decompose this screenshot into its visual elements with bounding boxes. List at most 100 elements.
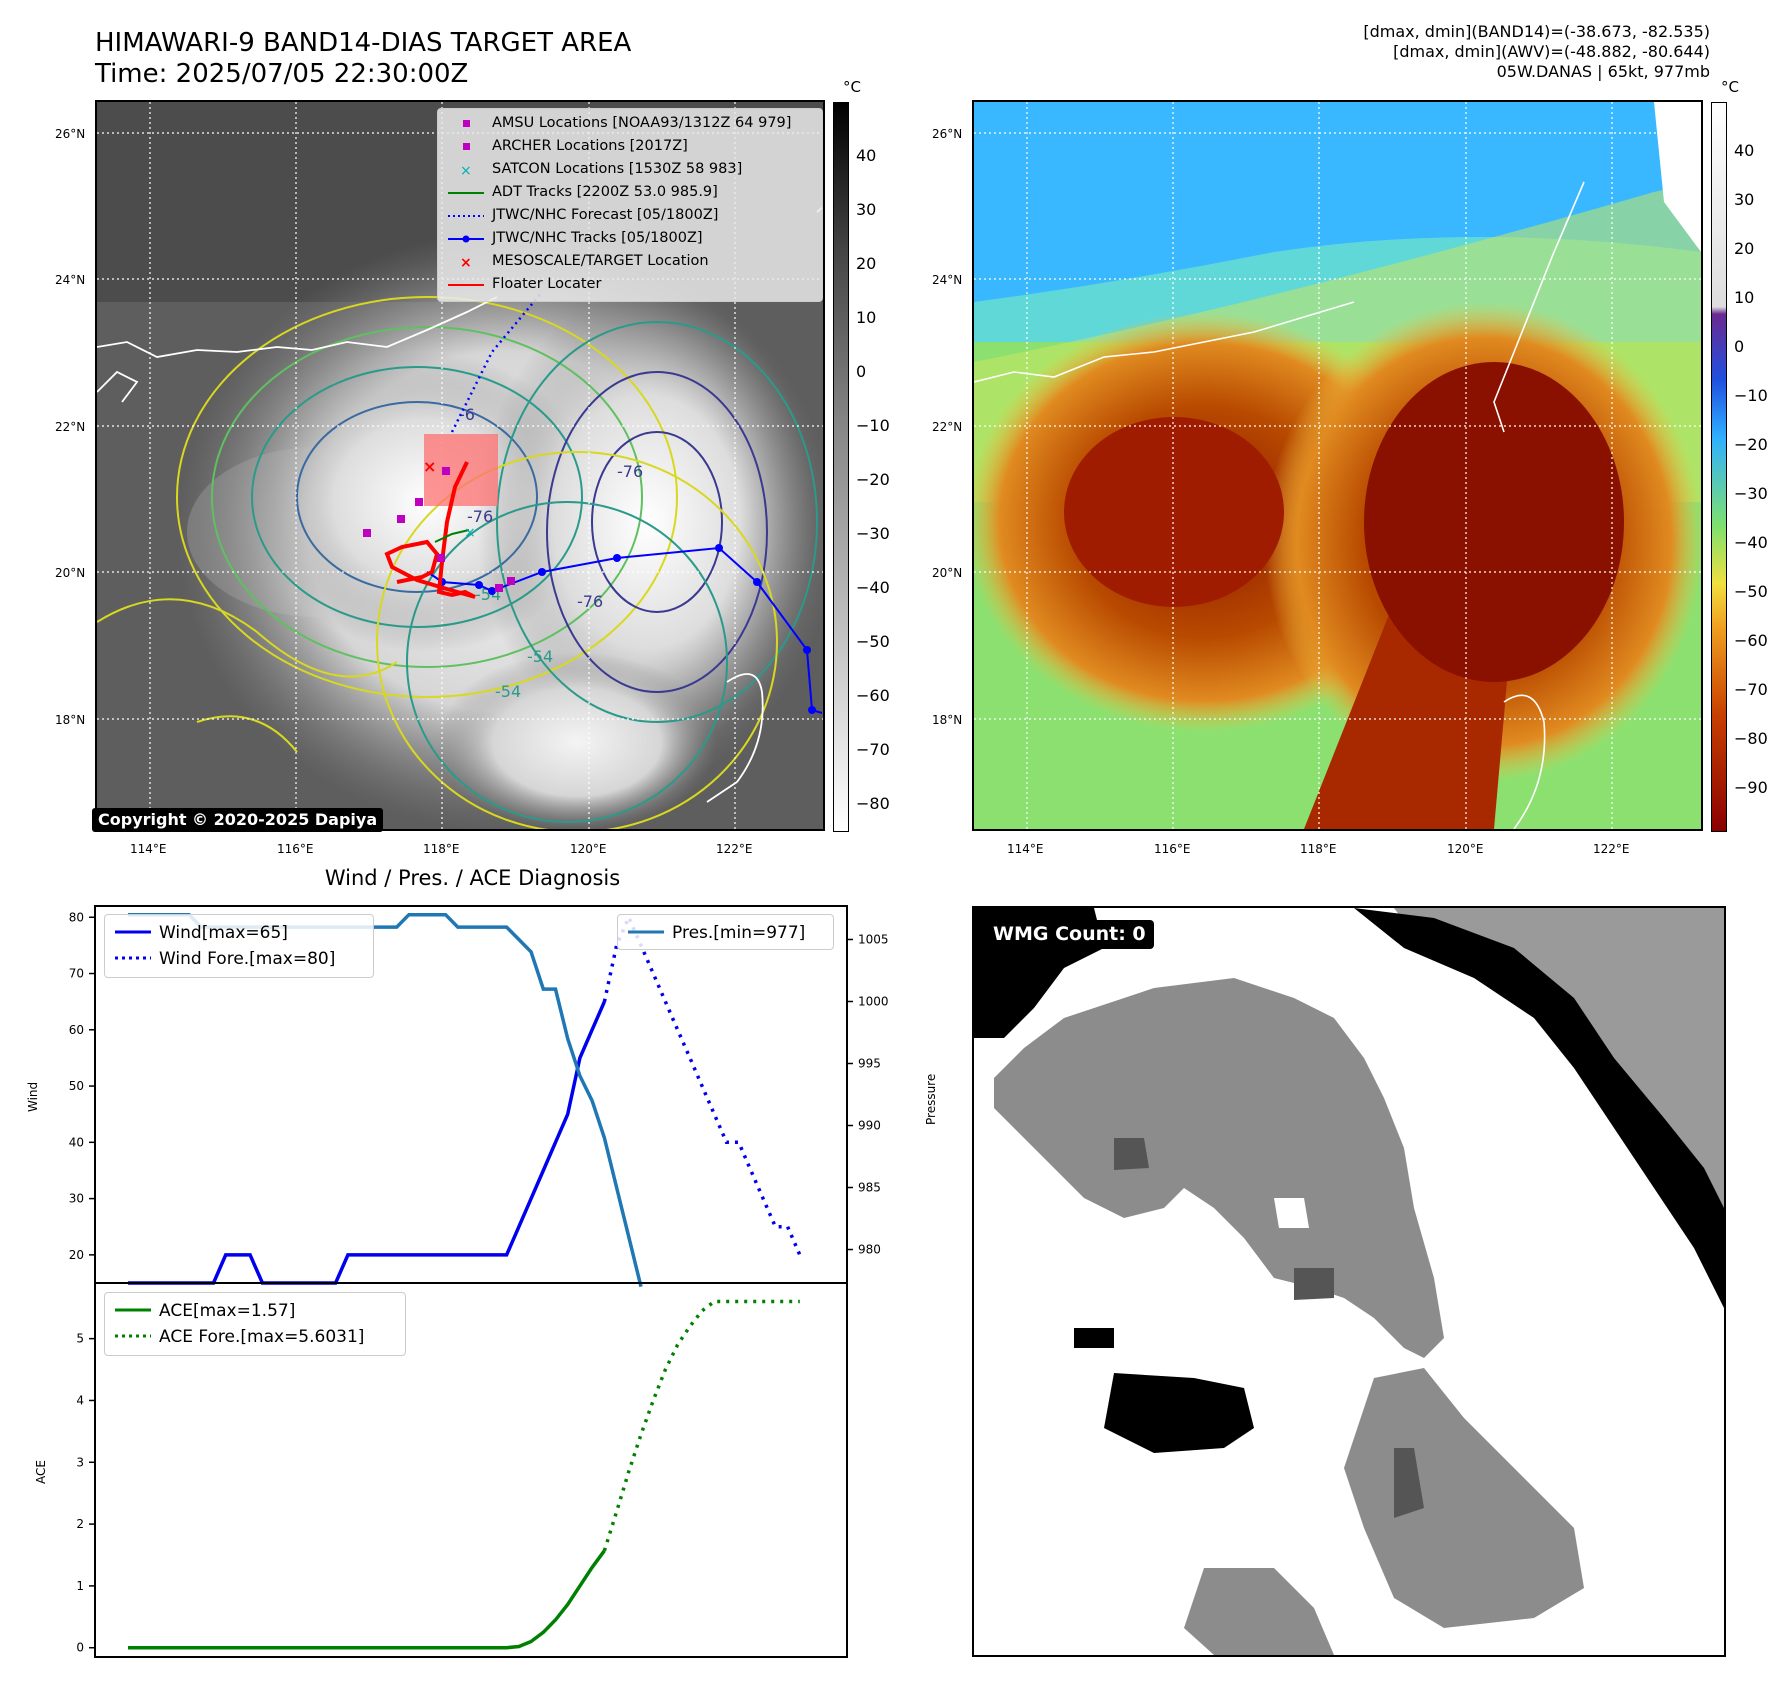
colorbar-tick: 40	[856, 146, 877, 165]
colorbar-tick: −10	[856, 416, 890, 435]
copyright-badge: Copyright © 2020-2025 Dapiya	[92, 808, 384, 832]
colorbar-tick: 10	[1734, 288, 1755, 307]
y-tick-label: 70	[69, 967, 84, 981]
lon-tick-label: 118°E	[423, 842, 460, 856]
diagnosis-title: Wind / Pres. / ACE Diagnosis	[324, 866, 621, 890]
contour-label: -54	[527, 647, 553, 666]
legend-label: ACE Fore.[max=5.6031]	[159, 1327, 365, 1347]
adt-track	[434, 529, 470, 543]
svg-text:×: ×	[464, 525, 476, 541]
y-tick-label: 40	[69, 1135, 84, 1149]
colorbar-tick: −40	[856, 578, 890, 597]
y-tick-label: 1	[76, 1579, 84, 1593]
svg-text:×: ×	[460, 255, 472, 271]
gray-colorbar	[833, 102, 849, 832]
contour-label: -76	[467, 507, 493, 526]
y-tick-label: 50	[69, 1079, 84, 1093]
colorbar-tick: 0	[1734, 337, 1745, 356]
lon-tick-label: 114°E	[130, 842, 167, 856]
lat-tick-label: 26°N	[55, 127, 86, 141]
svg-text:×: ×	[460, 163, 472, 179]
legend-label: ACE[max=1.57]	[159, 1301, 296, 1321]
colorbar-tick: −80	[1734, 729, 1768, 748]
legend-label: JTWC/NHC Forecast [05/1800Z]	[492, 207, 719, 223]
lon-tick-label: 118°E	[1300, 842, 1337, 856]
lat-tick-label: 18°N	[932, 713, 963, 727]
colorbar-tick: −70	[856, 740, 890, 759]
colorbar-tick: 40	[1734, 141, 1755, 160]
legend-label: Wind Fore.[max=80]	[159, 949, 336, 969]
lon-tick-label: 120°E	[1447, 842, 1484, 856]
colorbar-tick: 0	[856, 362, 867, 381]
colorbar-tick: −50	[856, 632, 890, 651]
awv-colorbar	[1711, 102, 1727, 832]
lon-tick-label: 114°E	[1007, 842, 1044, 856]
lat-tick-label: 26°N	[932, 127, 963, 141]
y2-tick-label: 995	[858, 1056, 881, 1070]
time-text: Time: 2025/07/05 22:30:00Z	[95, 59, 469, 89]
wmg-count-badge: WMG Count: 0	[985, 920, 1154, 949]
contour-label: -76	[617, 462, 643, 481]
colorbar-tick: −30	[1734, 484, 1768, 503]
y2-tick-label: 990	[858, 1119, 881, 1133]
colorbar-tick: −20	[856, 470, 890, 489]
y-tick-label: 80	[69, 910, 84, 924]
y2-tick-label: 985	[858, 1181, 881, 1195]
y2-tick-label: 980	[858, 1243, 881, 1257]
lon-tick-label: 116°E	[1154, 842, 1191, 856]
colorbar-tick: −10	[1734, 386, 1768, 405]
wmg-image	[974, 908, 1724, 1655]
legend-label: SATCON Locations [1530Z 58 983]	[492, 161, 743, 177]
y-tick-label: 3	[76, 1455, 84, 1469]
colorbar-unit: °C	[1721, 78, 1739, 96]
storm-info: 05W.DANAS | 65kt, 977mb	[1496, 62, 1710, 81]
lat-tick-label: 18°N	[55, 713, 86, 727]
jtwc-forecast-track	[450, 291, 543, 433]
y-tick-label: 4	[76, 1393, 84, 1407]
lon-tick-label: 122°E	[716, 842, 753, 856]
contour-label: -54	[495, 682, 521, 701]
lat-tick-label: 20°N	[932, 566, 963, 580]
colorbar-tick: −20	[1734, 435, 1768, 454]
wmg-panel	[972, 906, 1726, 1657]
colorbar-tick: −90	[1734, 778, 1768, 797]
lat-tick-label: 24°N	[55, 273, 86, 287]
legend-label: JTWC/NHC Tracks [05/1800Z]	[492, 230, 703, 246]
legend-label: AMSU Locations [NOAA93/1312Z 64 979]	[492, 115, 792, 131]
contour-label: -76	[577, 592, 603, 611]
legend-label: ADT Tracks [2200Z 53.0 985.9]	[492, 184, 718, 200]
series-line-wind	[128, 1000, 607, 1285]
y-tick-label: 0	[76, 1641, 84, 1655]
colorbar-tick: 20	[856, 254, 877, 273]
band14-stats: [dmax, dmin](BAND14)=(-38.673, -82.535)	[1363, 22, 1710, 41]
wind-legend: Wind[max=65] Wind Fore.[max=80]	[104, 914, 374, 978]
colorbar-tick: 10	[856, 308, 877, 327]
colorbar-tick: −60	[1734, 631, 1768, 650]
colorbar-tick: −80	[856, 794, 890, 813]
ir-map-panel: -6 -76 -76 -54 -54 -54 -76	[95, 100, 825, 831]
awv-stats: [dmax, dmin](AWV)=(-48.882, -80.644)	[1393, 42, 1710, 61]
colorbar-unit: °C	[843, 78, 861, 96]
colorbar-tick: −30	[856, 524, 890, 543]
title-text: HIMAWARI-9 BAND14-DIAS TARGET AREA	[95, 28, 632, 58]
y2-tick-label: 1005	[858, 932, 889, 946]
colorbar-tick: −40	[1734, 533, 1768, 552]
awv-map-panel	[972, 100, 1703, 831]
map-legend: AMSU Locations [NOAA93/1312Z 64 979] ARC…	[437, 108, 823, 302]
lat-tick-label: 22°N	[55, 420, 86, 434]
pressure-legend: Pres.[min=977]	[617, 914, 834, 950]
y-tick-label: 30	[69, 1192, 84, 1206]
colorbar-tick: −70	[1734, 680, 1768, 699]
ace-legend: ACE[max=1.57] ACE Fore.[max=5.6031]	[104, 1292, 406, 1356]
lat-tick-label: 20°N	[55, 566, 86, 580]
legend-label: Wind[max=65]	[159, 923, 288, 943]
y-tick-label: 20	[69, 1248, 84, 1262]
awv-map-image	[974, 102, 1701, 829]
series-line-wind-fore-	[602, 912, 802, 1256]
legend-label: ARCHER Locations [2017Z]	[492, 138, 688, 154]
colorbar-tick: 30	[1734, 190, 1755, 209]
stats-block: [dmax, dmin](BAND14)=(-38.673, -82.535) …	[1363, 22, 1710, 82]
lat-tick-label: 24°N	[932, 273, 963, 287]
y-tick-label: 5	[76, 1332, 84, 1346]
legend-label: Floater Locater	[492, 276, 602, 292]
